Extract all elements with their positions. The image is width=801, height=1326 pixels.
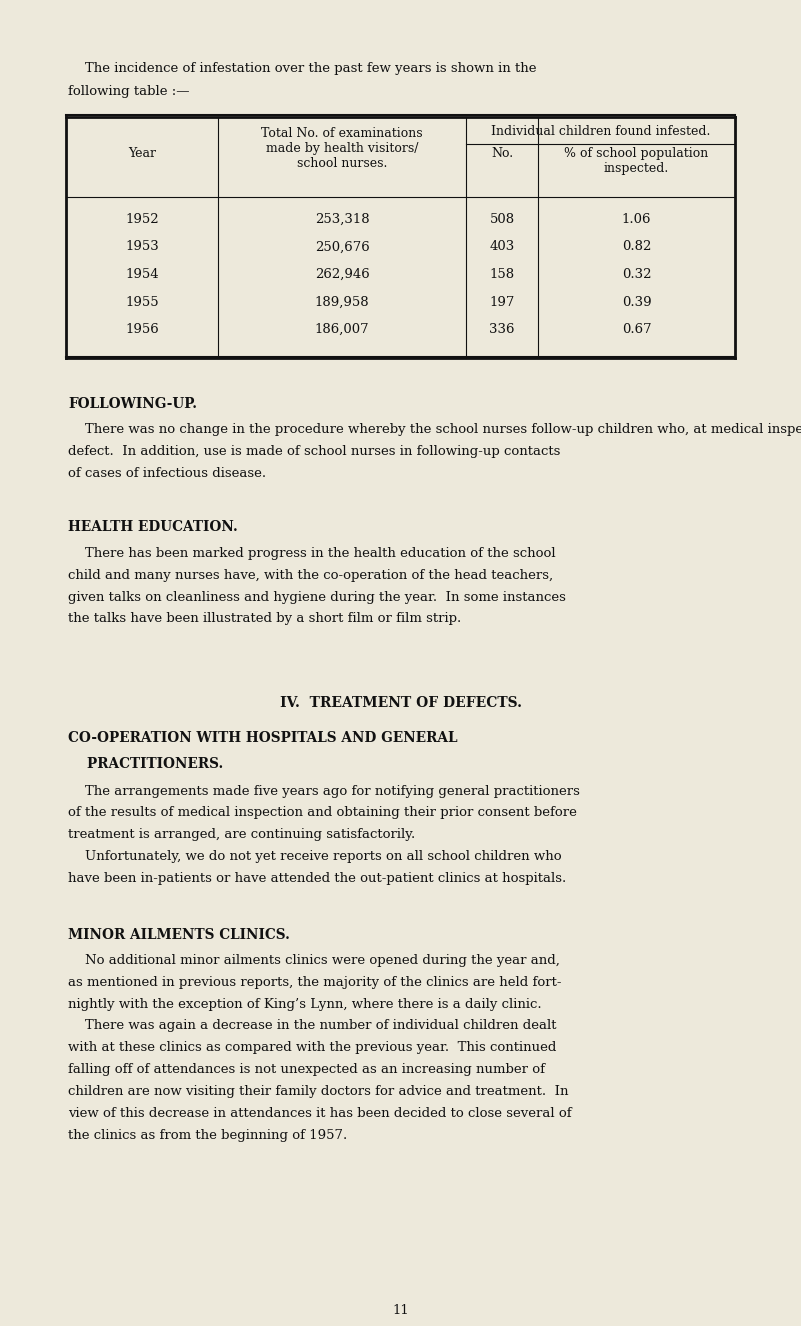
Text: Individual children found infested.: Individual children found infested. <box>491 125 710 138</box>
Text: nightly with the exception of King’s Lynn, where there is a daily clinic.: nightly with the exception of King’s Lyn… <box>68 997 541 1010</box>
Text: 1954: 1954 <box>125 268 159 281</box>
Text: % of school population
inspected.: % of school population inspected. <box>565 147 709 175</box>
Text: 1952: 1952 <box>125 213 159 225</box>
Text: 1955: 1955 <box>125 296 159 309</box>
Text: 508: 508 <box>489 213 514 225</box>
Text: 186,007: 186,007 <box>315 324 369 335</box>
Text: view of this decrease in attendances it has been decided to close several of: view of this decrease in attendances it … <box>68 1107 572 1119</box>
Text: There has been marked progress in the health education of the school: There has been marked progress in the he… <box>68 546 556 560</box>
Text: Unfortunately, we do not yet receive reports on all school children who: Unfortunately, we do not yet receive rep… <box>68 850 562 863</box>
Text: CO-OPERATION WITH HOSPITALS AND GENERAL: CO-OPERATION WITH HOSPITALS AND GENERAL <box>68 731 457 745</box>
Text: child and many nurses have, with the co-operation of the head teachers,: child and many nurses have, with the co-… <box>68 569 553 582</box>
Text: 250,676: 250,676 <box>315 240 369 253</box>
Text: 197: 197 <box>489 296 515 309</box>
Text: 158: 158 <box>489 268 514 281</box>
Text: MINOR AILMENTS CLINICS.: MINOR AILMENTS CLINICS. <box>68 928 290 941</box>
Text: 1956: 1956 <box>125 324 159 335</box>
Text: Year: Year <box>128 147 156 160</box>
Text: 253,318: 253,318 <box>315 213 369 225</box>
Text: of cases of infectious disease.: of cases of infectious disease. <box>68 467 266 480</box>
Text: IV.  TREATMENT OF DEFECTS.: IV. TREATMENT OF DEFECTS. <box>280 696 521 711</box>
Text: 11: 11 <box>392 1303 409 1317</box>
Text: have been in-patients or have attended the out-patient clinics at hospitals.: have been in-patients or have attended t… <box>68 871 566 884</box>
Text: children are now visiting their family doctors for advice and treatment.  In: children are now visiting their family d… <box>68 1085 569 1098</box>
Text: 0.67: 0.67 <box>622 324 651 335</box>
Text: Total No. of examinations
made by health visitors/
school nurses.: Total No. of examinations made by health… <box>261 127 423 170</box>
Text: No.: No. <box>491 147 513 160</box>
Text: HEALTH EDUCATION.: HEALTH EDUCATION. <box>68 520 238 534</box>
Text: 189,958: 189,958 <box>315 296 369 309</box>
Text: given talks on cleanliness and hygiene during the year.  In some instances: given talks on cleanliness and hygiene d… <box>68 590 566 603</box>
Text: No additional minor ailments clinics were opened during the year and,: No additional minor ailments clinics wer… <box>68 955 560 967</box>
Text: with at these clinics as compared with the previous year.  This continued: with at these clinics as compared with t… <box>68 1041 557 1054</box>
Text: of the results of medical inspection and obtaining their prior consent before: of the results of medical inspection and… <box>68 806 577 819</box>
Text: 0.82: 0.82 <box>622 240 651 253</box>
Text: 262,946: 262,946 <box>315 268 369 281</box>
Text: the talks have been illustrated by a short film or film strip.: the talks have been illustrated by a sho… <box>68 613 461 626</box>
Text: defect.  In addition, use is made of school nurses in following-up contacts: defect. In addition, use is made of scho… <box>68 444 561 457</box>
Text: falling off of attendances is not unexpected as an increasing number of: falling off of attendances is not unexpe… <box>68 1063 545 1077</box>
Text: as mentioned in previous reports, the majority of the clinics are held fort-: as mentioned in previous reports, the ma… <box>68 976 562 989</box>
Text: FOLLOWING-UP.: FOLLOWING-UP. <box>68 396 197 411</box>
Text: PRACTITIONERS.: PRACTITIONERS. <box>68 757 223 770</box>
Text: the clinics as from the beginning of 1957.: the clinics as from the beginning of 195… <box>68 1128 348 1142</box>
Text: 0.32: 0.32 <box>622 268 651 281</box>
Text: 1.06: 1.06 <box>622 213 651 225</box>
Text: The incidence of infestation over the past few years is shown in the: The incidence of infestation over the pa… <box>68 62 537 76</box>
Text: There was no change in the procedure whereby the school nurses follow-up childre: There was no change in the procedure whe… <box>68 423 801 436</box>
Text: There was again a decrease in the number of individual children dealt: There was again a decrease in the number… <box>68 1020 557 1033</box>
Text: The arrangements made five years ago for notifying general practitioners: The arrangements made five years ago for… <box>68 785 580 798</box>
Text: following table :—: following table :— <box>68 85 190 98</box>
Text: 0.39: 0.39 <box>622 296 651 309</box>
Text: 403: 403 <box>489 240 514 253</box>
Text: 336: 336 <box>489 324 515 335</box>
Text: 1953: 1953 <box>125 240 159 253</box>
Text: treatment is arranged, are continuing satisfactorily.: treatment is arranged, are continuing sa… <box>68 829 415 841</box>
